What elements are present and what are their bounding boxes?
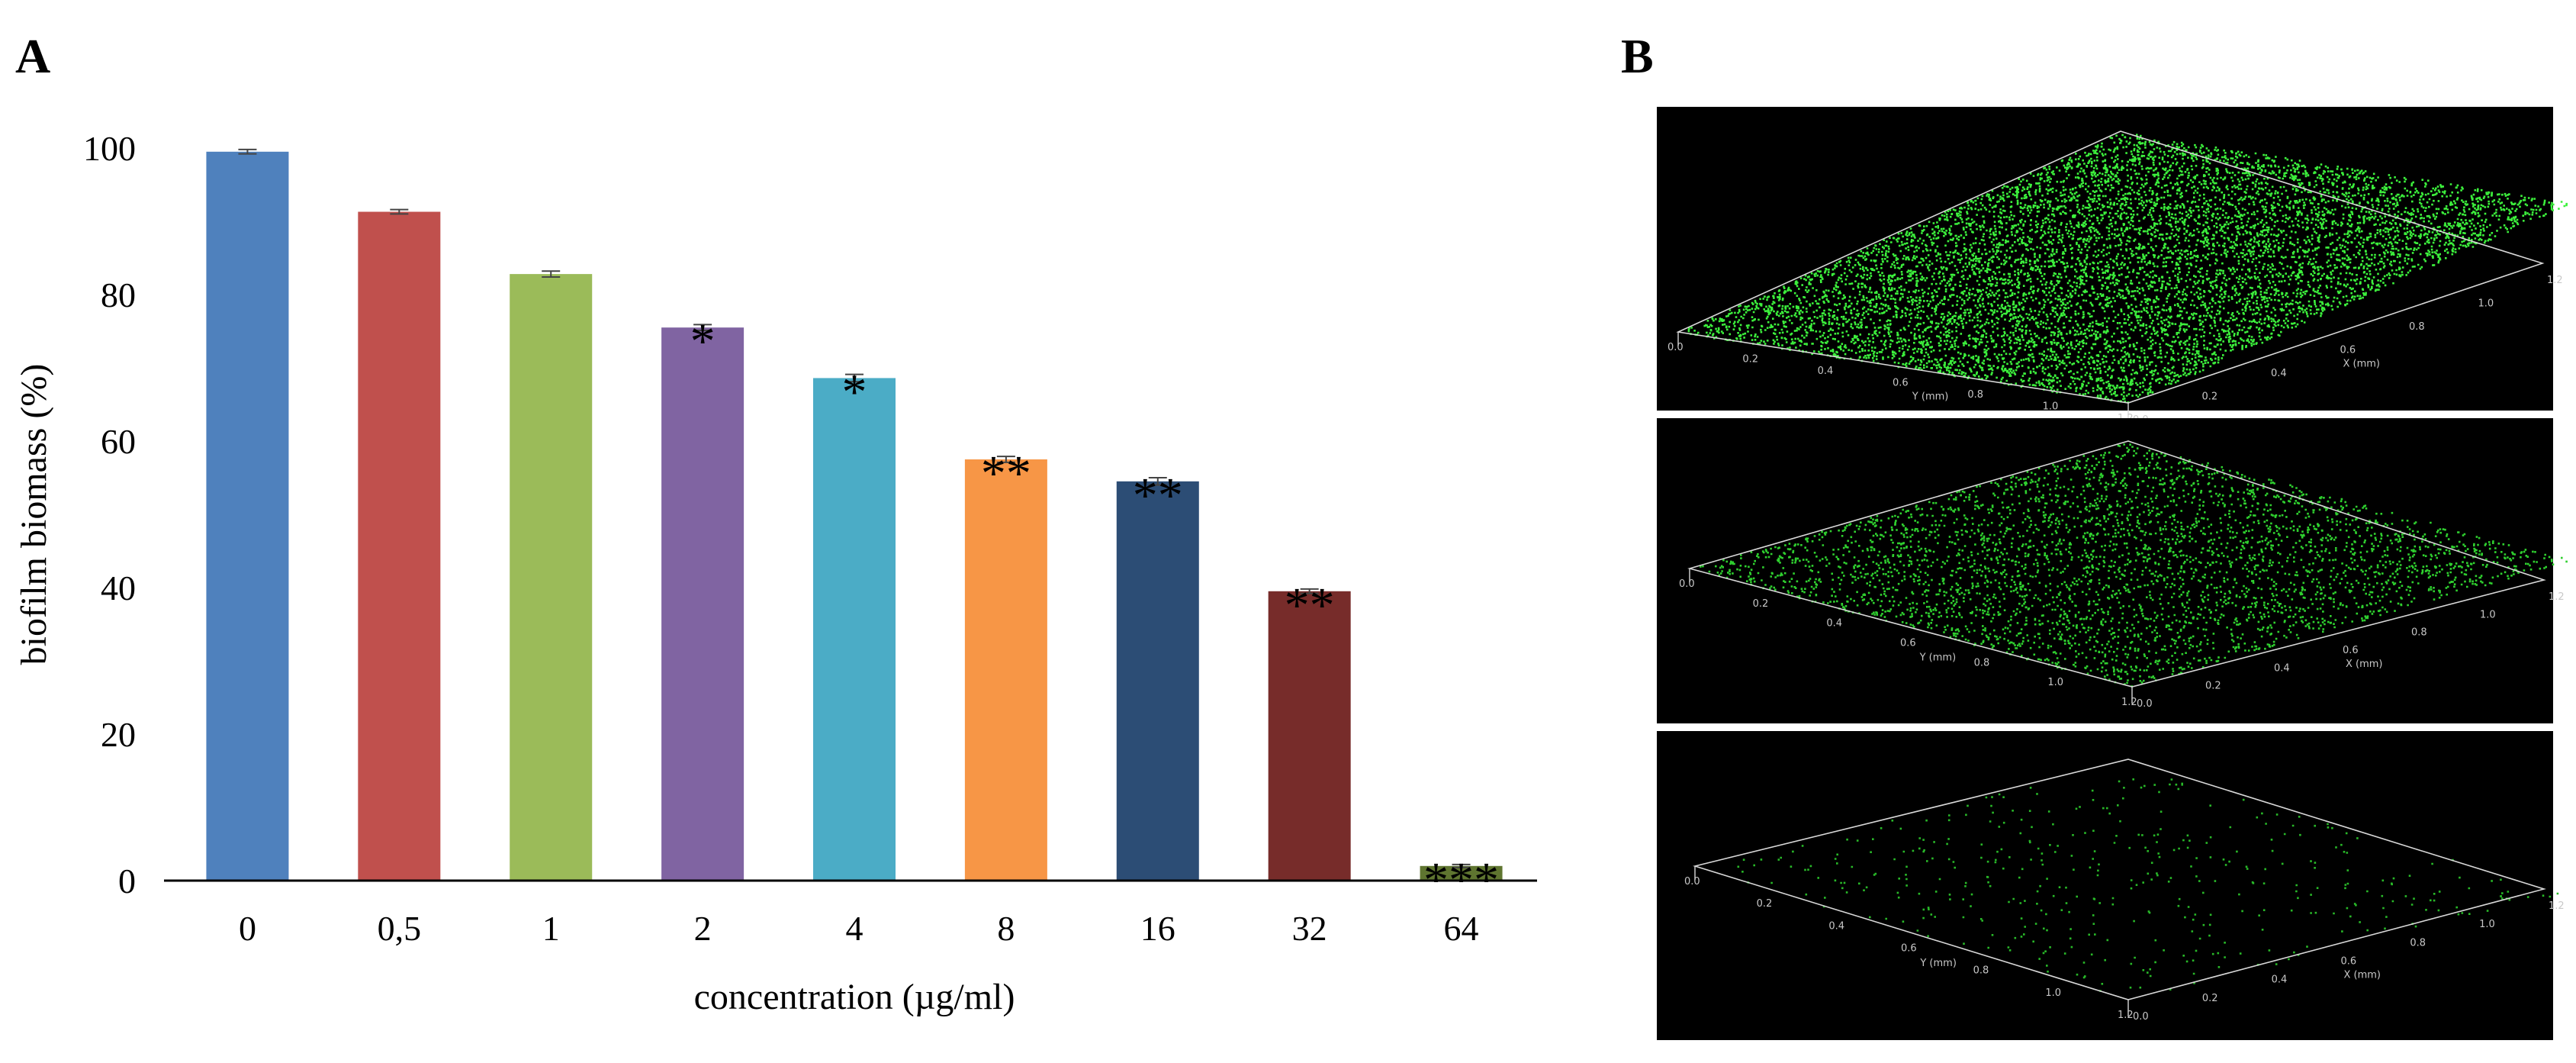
y-axis-tick: 0.8 xyxy=(1974,657,1990,668)
bars: **** ******* xyxy=(206,148,1503,908)
y-axis-tick: 0.0 xyxy=(1667,342,1684,353)
x-axis-tick: 1.0 xyxy=(2479,919,2495,930)
x-tick-label: 0 xyxy=(239,909,256,948)
y-tick-label: 40 xyxy=(101,569,136,607)
significance-marker: * xyxy=(842,364,867,420)
x-tick-label: 1 xyxy=(542,909,560,948)
x-axis-tick: 0.2 xyxy=(2205,681,2221,692)
bar-1 xyxy=(510,274,593,881)
y-axis-name: Y (mm) xyxy=(1912,391,1949,402)
x-axis-tick: 0.8 xyxy=(2409,321,2425,333)
x-axis-tick: 0.6 xyxy=(2340,345,2356,356)
bar-0,5 xyxy=(358,211,441,881)
x-axis-tick: 0.4 xyxy=(2272,974,2288,986)
x-axis-tick: 0.0 xyxy=(2137,698,2153,710)
y-axis-tick: 1.2 xyxy=(2118,1010,2134,1021)
significance-marker: ** xyxy=(1133,468,1183,523)
y-axis-tick: 0.6 xyxy=(1900,638,1916,649)
y-axis-tick: 0.8 xyxy=(1973,965,1989,977)
x-axis-tick: 0.8 xyxy=(2410,937,2426,949)
image-background xyxy=(1657,107,2553,411)
significance-marker: ** xyxy=(1285,578,1335,633)
y-tick-label: 60 xyxy=(101,422,136,461)
confocal-images-panel: 0.0 0.0 0.2 0.2 0.4 0.4 0.6 0.6 0.8 0.8 1.0 1.0 1.2 1… xyxy=(1657,107,2568,1040)
x-tick-label: 2 xyxy=(694,909,712,948)
x-tick-label: 8 xyxy=(997,909,1015,948)
y-axis-tick: 0.2 xyxy=(1753,598,1769,610)
significance-marker: * xyxy=(690,314,716,369)
y-axis-tick: 0.0 xyxy=(1679,578,1695,590)
image-background xyxy=(1657,418,2553,723)
x-tick-label: 64 xyxy=(1444,909,1479,948)
x-axis-tick: 1.2 xyxy=(2547,275,2563,286)
x-axis-tick: 0.4 xyxy=(2271,368,2287,379)
image-background xyxy=(1657,731,2553,1040)
x-axis-tick: 1.0 xyxy=(2478,298,2494,310)
y-tick-label: 0 xyxy=(118,862,136,900)
x-tick-label: 0,5 xyxy=(378,909,422,948)
bounding-box xyxy=(1693,759,2546,1000)
x-axis-tick: 1.2 xyxy=(2549,591,2565,603)
y-axis-tick: 0.6 xyxy=(1901,943,1917,955)
x-tick-label: 32 xyxy=(1292,909,1327,948)
x-axis-name: X (mm) xyxy=(2343,359,2381,370)
x-axis-tick: 1.2 xyxy=(2549,900,2565,912)
y-axis-tick: 0.2 xyxy=(1742,354,1758,366)
y-axis-title: biofilm biomass (%) xyxy=(14,364,54,665)
panel-b-label: B xyxy=(1621,29,1654,83)
y-tick-label: 80 xyxy=(101,275,136,314)
x-axis-tick: 0.2 xyxy=(2202,993,2218,1004)
x-axis-tick: 0.4 xyxy=(2274,662,2290,674)
y-axis-ticks: 0 20 40 60 80 100 xyxy=(83,129,136,900)
bar-32 xyxy=(1268,591,1351,881)
bar-2 xyxy=(661,327,744,881)
y-axis-tick: 0.4 xyxy=(1826,618,1842,630)
x-axis-tick: 1.0 xyxy=(2480,609,2496,620)
x-axis-name: X (mm) xyxy=(2344,970,2381,981)
x-axis-title: concentration (µg/ml) xyxy=(694,977,1015,1017)
confocal-image-2: 0.0 0.0 0.2 0.2 0.4 0.4 0.6 0.6 0.8 0.8 1.0 1.0 1.2 1… xyxy=(1657,418,2568,723)
bounding-box xyxy=(1676,130,2545,404)
y-axis-name: Y (mm) xyxy=(1919,958,1957,969)
x-axis-name: X (mm) xyxy=(2346,659,2383,670)
y-tick-label: 100 xyxy=(83,129,136,168)
x-axis-ticks: 0 0,5 1 2 4 8 16 32 64 xyxy=(239,909,1479,948)
confocal-image-3: 0.0 0.0 0.2 0.2 0.4 0.4 0.6 0.6 0.8 0.8 1.0 1.0 1.2 1… xyxy=(1657,731,2565,1040)
bar-4 xyxy=(813,378,896,881)
significance-marker: ** xyxy=(981,446,1031,501)
bar-8 xyxy=(964,459,1047,881)
x-axis-tick: 0.6 xyxy=(2341,956,2357,968)
y-axis-tick: 1.0 xyxy=(2043,401,2059,413)
x-axis-tick: 0.0 xyxy=(2133,1011,2149,1023)
y-tick-label: 20 xyxy=(101,715,136,754)
y-axis-tick: 1.2 xyxy=(2121,697,2137,708)
y-axis-tick: 1.0 xyxy=(2045,987,2061,999)
x-axis-tick: 0.8 xyxy=(2411,627,2427,639)
x-tick-label: 4 xyxy=(846,909,863,948)
y-axis-tick: 0.0 xyxy=(1684,876,1700,887)
y-axis-tick: 0.2 xyxy=(1757,898,1773,910)
biofilm-cells xyxy=(1687,134,2568,404)
y-axis-tick: 1.0 xyxy=(2047,677,2063,688)
bounding-box xyxy=(1687,440,2546,688)
y-axis-name: Y (mm) xyxy=(1919,652,1957,664)
panel-a-label: A xyxy=(15,29,50,83)
x-tick-label: 16 xyxy=(1140,909,1175,948)
x-axis-tick: 0.6 xyxy=(2343,645,2359,656)
biofilm-cells xyxy=(1700,443,2568,688)
y-axis-tick: 0.6 xyxy=(1893,378,1909,389)
bar-16 xyxy=(1116,481,1199,881)
y-axis-tick: 0.4 xyxy=(1818,366,1834,377)
y-axis-tick: 0.8 xyxy=(1967,389,1983,401)
y-axis-tick: 0.4 xyxy=(1828,920,1844,932)
bar-64 xyxy=(1420,865,1503,881)
bar-0 xyxy=(206,151,289,881)
x-axis-tick: 0.2 xyxy=(2202,391,2218,403)
confocal-image-1: 0.00.00.20.20.40.40.60.60.80.81.01.01.21… xyxy=(1657,107,2568,426)
